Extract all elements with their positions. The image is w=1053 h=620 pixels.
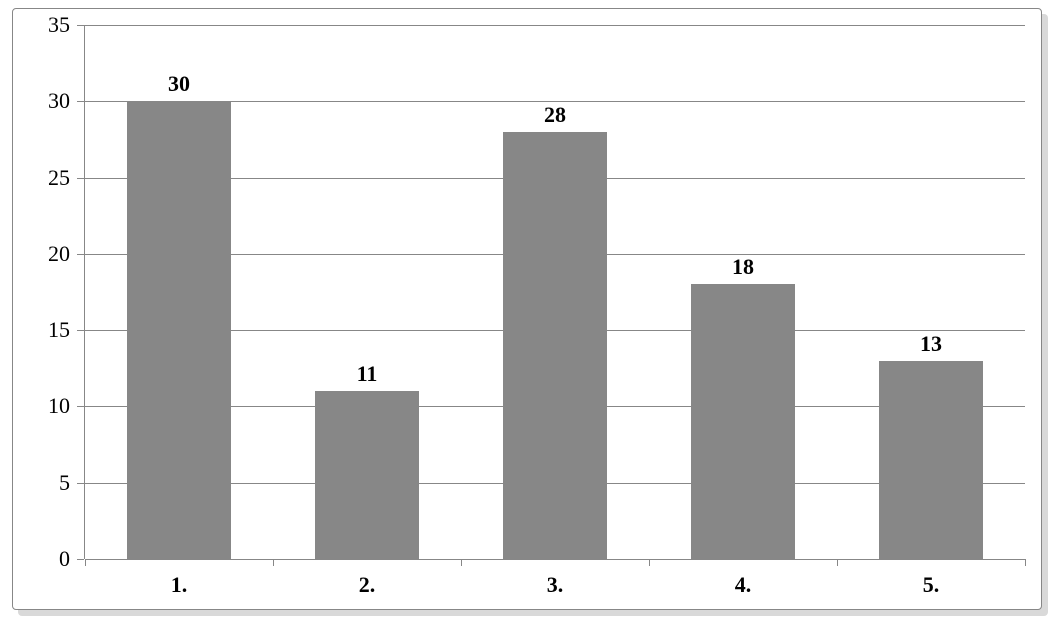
gridline [85, 559, 1025, 560]
y-tick-mark [77, 406, 84, 407]
y-tick-mark [77, 178, 84, 179]
bar [315, 391, 418, 559]
x-tick-mark [649, 559, 650, 566]
bar [879, 361, 982, 559]
bar [127, 101, 230, 559]
y-tick-mark [77, 101, 84, 102]
y-tick-mark [77, 25, 84, 26]
x-tick-label: 5. [923, 572, 940, 598]
y-tick-label: 15 [20, 317, 70, 343]
y-tick-label: 35 [20, 12, 70, 38]
y-axis-line [84, 25, 85, 559]
x-tick-label: 1. [171, 572, 188, 598]
x-tick-mark [1025, 559, 1026, 566]
x-tick-mark [837, 559, 838, 566]
y-tick-label: 30 [20, 88, 70, 114]
chart-stage: 0 5 10 15 20 25 30 35 30 1. 11 2. 28 3. 18 4. 13 5. [0, 0, 1053, 620]
x-tick-label: 4. [735, 572, 752, 598]
plot-area: 05101520253035301.112.283.184.135. [85, 25, 1025, 559]
bar-value-label: 28 [544, 102, 566, 128]
y-tick-mark [77, 559, 84, 560]
y-tick-label: 10 [20, 393, 70, 419]
y-tick-label: 20 [20, 241, 70, 267]
x-tick-label: 3. [547, 572, 564, 598]
chart-panel: 0 5 10 15 20 25 30 35 30 1. 11 2. 28 3. 18 4. 13 5. [12, 8, 1042, 610]
bar-value-label: 18 [732, 254, 754, 280]
y-tick-label: 25 [20, 165, 70, 191]
bar-value-label: 13 [920, 331, 942, 357]
x-tick-mark [273, 559, 274, 566]
x-tick-mark [85, 559, 86, 566]
gridline [85, 25, 1025, 26]
y-tick-mark [77, 330, 84, 331]
y-tick-label: 0 [20, 546, 70, 572]
x-tick-mark [461, 559, 462, 566]
bar-value-label: 11 [357, 361, 378, 387]
y-tick-mark [77, 483, 84, 484]
y-tick-label: 5 [20, 470, 70, 496]
bar [503, 132, 606, 559]
x-tick-label: 2. [359, 572, 376, 598]
bar-value-label: 30 [168, 71, 190, 97]
y-tick-mark [77, 254, 84, 255]
bar [691, 284, 794, 559]
